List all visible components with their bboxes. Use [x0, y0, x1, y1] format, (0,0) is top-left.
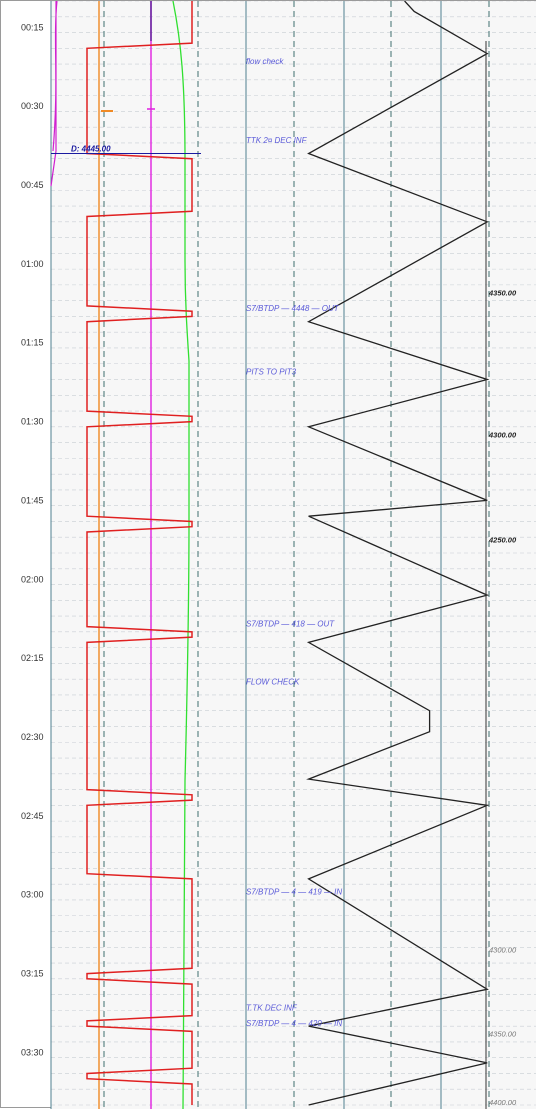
annotation-label: T.TK DEC INF — [246, 1003, 298, 1012]
time-tick-label: 02:15 — [21, 653, 44, 663]
depth-label: 4350.00 — [488, 288, 517, 297]
time-tick-label: 03:15 — [21, 969, 44, 979]
time-tick-label: 00:45 — [21, 180, 44, 190]
annotation-label: S7/BTDP — 4448 — OUT — [246, 304, 340, 313]
time-tick-label: 01:45 — [21, 495, 44, 505]
depth-label: 4300.00 — [489, 946, 517, 955]
depth-label: 4400.00 — [489, 1098, 517, 1107]
time-tick-label: 00:30 — [21, 101, 44, 111]
curves — [50, 1, 490, 1109]
annotation-label: FLOW CHECK — [246, 677, 300, 686]
time-tick-label: 03:30 — [21, 1047, 44, 1057]
depth-label: 4250.00 — [488, 535, 517, 544]
grid — [50, 1, 536, 1109]
annotation-label: TTK 2¤ DEC INF — [246, 136, 308, 145]
annotation-label: PITS TO PIT3 — [246, 367, 297, 376]
time-axis: 00:15 00:30 00:45 01:00 01:15 01:30 01:45 02:00… — [21, 22, 44, 1057]
black-series-line — [306, 1, 490, 1106]
time-tick-label: 02:45 — [21, 811, 44, 821]
annotation-label: S7/BTDP — 418 — OUT — [246, 620, 335, 629]
time-tick-label: 01:15 — [21, 338, 44, 348]
red-series-line — [86, 1, 193, 1105]
depth-label: 4300.00 — [488, 430, 517, 439]
depth-marker-label: D: 4445.00 — [71, 144, 111, 153]
time-tick-label: 01:00 — [21, 259, 44, 269]
annotation-label: S7/BTDP — 4 — 419 — IN — [246, 888, 342, 897]
green-curve — [172, 1, 190, 1109]
annotation-label: flow check — [246, 57, 284, 66]
time-tick-label: 01:30 — [21, 417, 44, 427]
annotations: D: 4445.00 flow check TTK 2¤ DEC INF S7/BTD… — [51, 57, 517, 1107]
time-tick-label: 02:00 — [21, 574, 44, 584]
depth-label: 4350.00 — [489, 1030, 517, 1039]
time-tick-label: 00:15 — [21, 22, 44, 32]
time-tick-label: 02:30 — [21, 732, 44, 742]
annotation-label: S7/BTDP — 4 — 420 — IN — [246, 1019, 342, 1028]
time-tick-label: 03:00 — [21, 890, 44, 900]
magenta-edge-curve — [50, 1, 58, 187]
